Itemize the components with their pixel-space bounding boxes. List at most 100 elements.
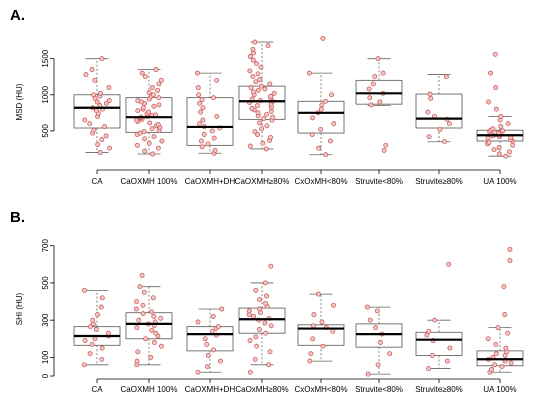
data-point-b-0-10 [87, 324, 93, 330]
data-point-a-2-19 [195, 85, 201, 91]
data-point-b-1-6 [143, 336, 148, 342]
y-tick-label-a-1: 1000 [41, 85, 50, 103]
data-point-b-3-19 [263, 300, 269, 306]
data-point-a-4-9 [319, 102, 325, 108]
data-point-b-4-8 [311, 312, 317, 318]
data-point-b-4-6 [311, 323, 316, 329]
data-point-a-1-12 [149, 126, 155, 132]
data-point-a-5-0 [381, 147, 387, 153]
data-point-b-4-1 [308, 351, 314, 357]
data-point-b-5-8 [364, 304, 370, 310]
y-tick-label-b-0: 0 [41, 373, 50, 378]
data-point-b-7-15 [495, 325, 501, 331]
data-point-a-1-26 [146, 109, 152, 115]
data-point-b-4-9 [331, 302, 336, 308]
data-point-b-1-3 [135, 349, 141, 355]
box-b-3 [238, 307, 286, 334]
data-point-b-3-20 [257, 297, 263, 303]
data-point-a-7-22 [490, 126, 496, 132]
data-point-a-1-40 [155, 87, 161, 93]
data-point-a-2-21 [195, 70, 200, 76]
data-point-a-1-4 [146, 140, 152, 146]
data-point-b-3-0 [247, 369, 253, 375]
data-point-a-3-48 [252, 39, 258, 45]
data-point-b-2-3 [205, 353, 211, 358]
data-point-b-1-17 [140, 311, 146, 317]
data-point-a-2-18 [196, 92, 202, 98]
data-point-a-5-1 [383, 142, 389, 148]
data-point-a-3-9 [257, 120, 263, 126]
data-point-b-3-6 [253, 334, 259, 340]
x-tick-label-a-6: Struvite≥80% [415, 177, 463, 186]
data-point-a-0-1 [107, 145, 112, 151]
data-point-b-3-5 [247, 338, 253, 344]
panel-label-a: A. [10, 7, 25, 24]
data-point-b-5-7 [374, 308, 380, 314]
data-point-b-6-0 [426, 366, 431, 372]
data-point-b-0-13 [95, 312, 100, 318]
data-point-a-0-9 [82, 117, 88, 123]
data-point-a-7-31 [492, 51, 498, 57]
data-point-b-3-22 [253, 287, 259, 293]
y-tick-label-a-0: 500 [41, 124, 50, 138]
data-point-a-0-17 [94, 99, 100, 105]
data-point-a-4-13 [320, 35, 326, 41]
data-point-b-6-7 [432, 317, 438, 323]
data-point-b-5-2 [387, 351, 393, 357]
data-point-b-2-13 [219, 306, 225, 312]
data-point-a-5-3 [377, 99, 383, 105]
data-point-a-0-4 [103, 133, 109, 139]
data-point-a-0-27 [99, 56, 105, 62]
data-point-a-1-1 [142, 148, 148, 154]
x-tick-label-b-5: Struvite<80% [355, 385, 403, 394]
data-point-a-2-5 [211, 135, 217, 141]
data-point-a-1-46 [153, 67, 159, 72]
x-tick-label-a-2: CaOXMH+DH [185, 177, 236, 186]
data-point-a-1-34 [135, 98, 141, 104]
box-a-3 [238, 85, 286, 120]
panel-label-b: B. [10, 209, 25, 226]
data-point-b-7-19 [507, 246, 513, 252]
data-point-b-1-18 [149, 309, 155, 315]
data-point-a-1-9 [137, 130, 143, 136]
data-point-b-2-1 [204, 364, 210, 370]
data-point-b-7-3 [492, 362, 497, 368]
data-point-a-7-0 [503, 153, 509, 159]
data-point-a-2-3 [205, 141, 211, 147]
data-point-a-3-40 [247, 68, 253, 74]
data-point-a-5-4 [367, 95, 373, 101]
data-point-a-3-2 [260, 140, 266, 146]
data-point-a-0-0 [97, 150, 103, 156]
data-point-b-4-2 [320, 343, 326, 349]
data-point-a-4-1 [316, 145, 322, 151]
data-point-b-3-24 [268, 263, 274, 269]
data-point-a-4-10 [323, 98, 328, 104]
data-point-a-3-35 [267, 81, 273, 87]
data-point-a-1-31 [156, 102, 162, 108]
data-point-b-7-12 [493, 341, 499, 347]
data-point-a-7-30 [488, 70, 493, 76]
data-point-b-1-24 [137, 284, 143, 290]
data-point-a-6-0 [442, 139, 447, 145]
data-point-b-0-4 [89, 341, 95, 347]
x-tick-label-a-5: Struvite<80% [355, 177, 403, 186]
data-point-a-0-6 [91, 127, 97, 133]
data-point-a-0-7 [102, 124, 108, 130]
x-tick-label-b-0: CA [91, 385, 103, 394]
data-point-a-4-12 [306, 70, 312, 76]
data-point-a-3-1 [247, 143, 253, 149]
box-b-2 [186, 326, 234, 352]
y-axis-label-b: SHI (HU) [15, 292, 24, 325]
data-point-a-1-15 [155, 121, 161, 127]
data-point-a-2-1 [212, 147, 218, 153]
data-point-b-6-8 [446, 261, 452, 267]
data-point-a-3-0 [263, 146, 269, 152]
data-point-a-2-10 [197, 121, 202, 127]
data-point-a-5-8 [372, 74, 378, 80]
data-point-a-2-15 [197, 100, 203, 106]
data-point-a-3-14 [264, 111, 270, 117]
data-point-a-1-16 [147, 120, 153, 126]
data-point-b-0-8 [105, 330, 111, 336]
